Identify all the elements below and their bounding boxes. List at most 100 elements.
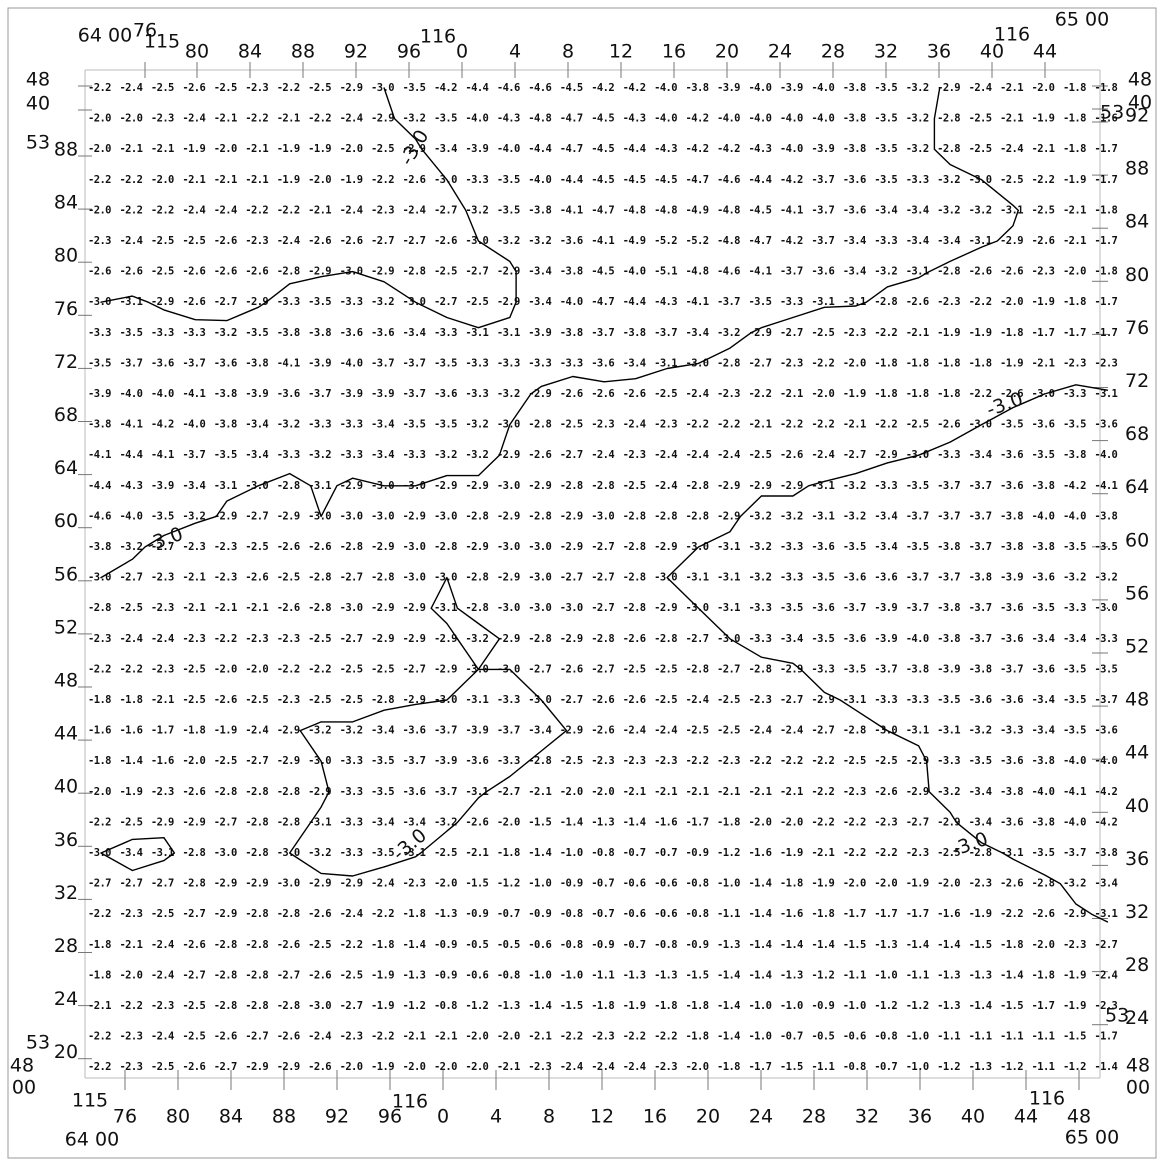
grid-value: -2.3 xyxy=(1094,357,1117,369)
grid-value: -4.8 xyxy=(623,204,646,216)
grid-value: -2.5 xyxy=(654,388,677,400)
grid-value: -3.5 xyxy=(497,174,520,186)
grid-value: -2.1 xyxy=(182,174,205,186)
grid-value: -2.4 xyxy=(560,1061,583,1073)
grid-value: -3.1 xyxy=(843,296,866,308)
grid-value: -3.5 xyxy=(874,113,897,125)
grid-value: -3.9 xyxy=(465,725,488,737)
grid-value: -3.3 xyxy=(937,449,960,461)
frame-label: 64 xyxy=(54,457,78,479)
grid-value: -2.2 xyxy=(811,755,834,767)
grid-value: -3.3 xyxy=(340,449,363,461)
grid-value: -4.0 xyxy=(1094,755,1117,767)
frame-label: 88 xyxy=(1125,158,1149,180)
grid-value: -2.2 xyxy=(277,204,300,216)
grid-value: -1.1 xyxy=(969,1031,992,1043)
grid-value: -2.5 xyxy=(245,541,268,553)
grid-value: -3.3 xyxy=(434,327,457,339)
grid-value: -2.0 xyxy=(245,663,268,675)
frame-label: 48 xyxy=(1125,689,1149,711)
grid-value: -2.9 xyxy=(403,510,426,522)
grid-value: -2.7 xyxy=(560,694,583,706)
grid-value: -1.3 xyxy=(937,1000,960,1012)
frame-label: 116 xyxy=(1029,1088,1065,1110)
grid-value: -3.3 xyxy=(340,816,363,828)
frame-label: 20 xyxy=(54,1041,78,1063)
grid-value: -2.1 xyxy=(245,143,268,155)
grid-value: -3.9 xyxy=(780,82,803,94)
grid-value: -4.5 xyxy=(591,266,614,278)
grid-value: -3.1 xyxy=(969,235,992,247)
grid-value: -2.8 xyxy=(874,296,897,308)
grid-value: -3.3 xyxy=(340,755,363,767)
grid-value: -2.6 xyxy=(214,694,237,706)
grid-value: -2.3 xyxy=(119,908,142,920)
grid-value: -3.1 xyxy=(843,694,866,706)
frame-label: 20 xyxy=(715,41,739,63)
grid-value: -1.4 xyxy=(119,755,142,767)
grid-value: -3.4 xyxy=(969,449,992,461)
grid-value: -4.0 xyxy=(1032,786,1055,798)
grid-value: -1.9 xyxy=(182,143,205,155)
grid-value: -4.0 xyxy=(811,113,834,125)
grid-value: -3.0 xyxy=(560,602,583,614)
grid-value: -4.2 xyxy=(1063,480,1086,492)
frame-label: 76 xyxy=(54,298,78,320)
grid-value: -2.1 xyxy=(119,939,142,951)
grid-value: -3.5 xyxy=(811,572,834,584)
grid-value: -3.2 xyxy=(308,725,331,737)
grid-value: -3.1 xyxy=(308,480,331,492)
grid-value: -2.4 xyxy=(969,82,992,94)
grid-value: -3.2 xyxy=(497,235,520,247)
frame-label: 40 xyxy=(961,1106,985,1128)
grid-value: -2.5 xyxy=(717,694,740,706)
grid-value: -2.7 xyxy=(403,663,426,675)
grid-value: -5.2 xyxy=(654,235,677,247)
grid-value: -3.6 xyxy=(1094,419,1117,431)
grid-value: -2.9 xyxy=(151,296,174,308)
grid-value: -1.3 xyxy=(654,969,677,981)
grid-value: -1.1 xyxy=(811,1061,834,1073)
grid-value: -2.3 xyxy=(151,786,174,798)
grid-value: -4.6 xyxy=(717,174,740,186)
grid-value: -3.2 xyxy=(1063,572,1086,584)
grid-value: -3.5 xyxy=(906,480,929,492)
grid-value: -1.8 xyxy=(906,388,929,400)
grid-value: -3.6 xyxy=(811,266,834,278)
grid-value: -2.1 xyxy=(1032,357,1055,369)
grid-value: -2.8 xyxy=(969,847,992,859)
grid-value: -2.5 xyxy=(748,449,771,461)
frame-label: 24 xyxy=(1125,1007,1149,1029)
grid-value: -4.2 xyxy=(717,143,740,155)
grid-value: -2.8 xyxy=(686,663,709,675)
grid-value: -2.0 xyxy=(1000,296,1023,308)
grid-value: -4.0 xyxy=(748,113,771,125)
grid-value: -2.5 xyxy=(969,143,992,155)
grid-value: -1.2 xyxy=(874,1000,897,1012)
grid-value: -0.7 xyxy=(654,847,677,859)
grid-value: -2.2 xyxy=(686,419,709,431)
grid-value: -4.0 xyxy=(465,113,488,125)
frame-label: 116 xyxy=(392,1091,428,1113)
grid-value: -3.7 xyxy=(403,388,426,400)
grid-value: -1.2 xyxy=(1000,1061,1023,1073)
frame-label: 48 xyxy=(1128,69,1152,91)
grid-value: -3.3 xyxy=(780,572,803,584)
grid-value: -2.8 xyxy=(937,143,960,155)
grid-value: -2.9 xyxy=(308,266,331,278)
grid-value: -1.8 xyxy=(717,1061,740,1073)
grid-value: -3.7 xyxy=(811,174,834,186)
frame-label: 80 xyxy=(185,41,209,63)
grid-value: -2.5 xyxy=(560,419,583,431)
grid-value: -1.8 xyxy=(1094,82,1117,94)
grid-value: -2.3 xyxy=(843,327,866,339)
grid-value: -2.6 xyxy=(88,266,111,278)
grid-value: -4.0 xyxy=(560,296,583,308)
grid-value: -2.2 xyxy=(717,419,740,431)
grid-value: -2.3 xyxy=(151,113,174,125)
grid-value: -2.5 xyxy=(560,755,583,767)
frame-label: 4 xyxy=(490,1106,502,1128)
grid-value: -4.1 xyxy=(686,296,709,308)
grid-value: -1.9 xyxy=(969,908,992,920)
grid-value: -3.1 xyxy=(497,327,520,339)
